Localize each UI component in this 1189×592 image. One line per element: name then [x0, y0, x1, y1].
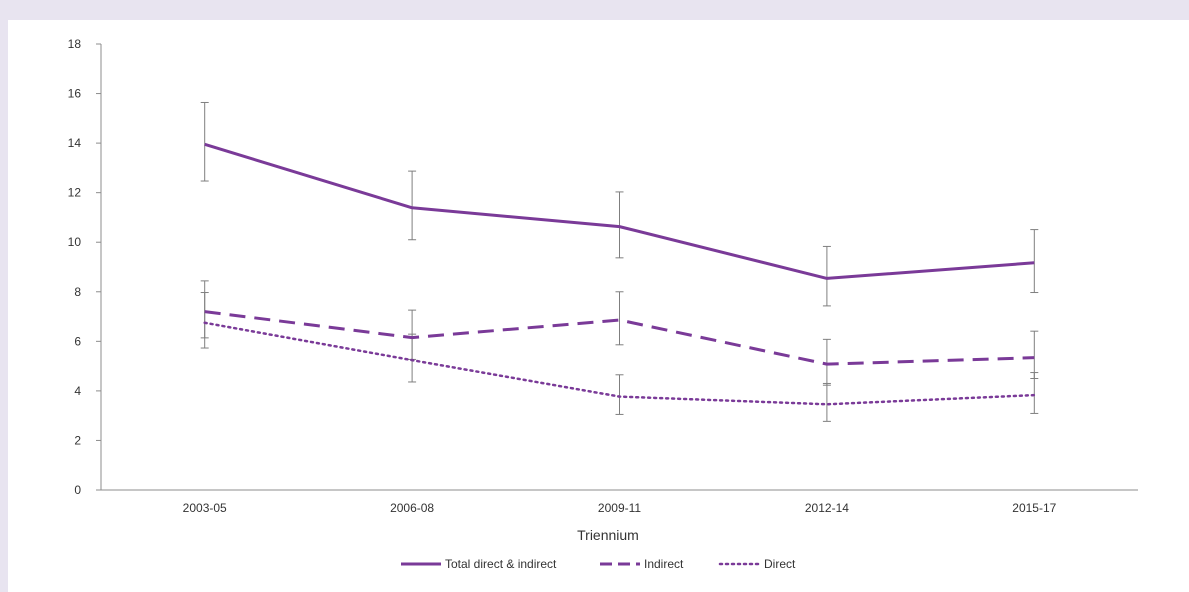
y-tick-label: 8	[74, 285, 81, 299]
error-bar	[615, 374, 624, 415]
x-tick-label: 2012-14	[805, 501, 849, 515]
error-bar	[822, 245, 831, 307]
x-tick-label: 2006-08	[390, 501, 434, 515]
error-bars	[200, 101, 1039, 422]
y-axis: 0 2 4 6 8 10 12 14 16 18	[68, 37, 102, 497]
series-lines	[203, 142, 1036, 406]
y-tick-label: 0	[74, 483, 81, 497]
y-tick-label: 18	[68, 37, 82, 51]
error-bar	[1030, 372, 1039, 414]
error-bar	[1030, 330, 1039, 379]
x-tick-label: 2009-11	[598, 501, 641, 515]
x-tick-label: 2015-17	[1012, 501, 1056, 515]
legend: Total direct & indirect Indirect Direct	[401, 557, 796, 571]
series-line-dashed	[204, 310, 1035, 366]
y-tick-label: 4	[74, 384, 81, 398]
y-tick-label: 6	[74, 334, 81, 348]
y-tick-label: 2	[74, 433, 81, 447]
error-bar	[1030, 229, 1039, 294]
error-bar	[408, 170, 417, 241]
error-bar	[822, 382, 831, 422]
error-bar	[200, 292, 209, 349]
y-tick-label: 10	[68, 235, 82, 249]
x-axis-title: Triennium	[577, 527, 639, 543]
y-tick-label: 12	[68, 186, 82, 200]
legend-item: Indirect	[600, 557, 684, 571]
line-chart: 0 2 4 6 8 10 12 14 16 18 2003-05 2006-08 2009-11 201…	[68, 37, 1138, 571]
legend-label: Indirect	[644, 557, 684, 571]
error-bar	[615, 191, 624, 259]
legend-item: Total direct & indirect	[401, 557, 557, 571]
y-tick-label: 16	[68, 87, 82, 101]
x-tick-label: 2003-05	[183, 501, 227, 515]
error-bar	[408, 333, 417, 383]
error-bar	[615, 291, 624, 346]
error-bar	[200, 101, 209, 182]
legend-label: Total direct & indirect	[445, 557, 557, 571]
legend-label: Direct	[764, 557, 796, 571]
series-line-solid	[204, 142, 1035, 280]
y-tick-label: 14	[68, 136, 82, 150]
legend-item: Direct	[718, 557, 796, 571]
series-line-dotted	[203, 321, 1036, 406]
x-axis: 2003-05 2006-08 2009-11 2012-14 2015-17	[101, 489, 1138, 515]
chart-panel: 0 2 4 6 8 10 12 14 16 18 2003-05 2006-08 2009-11 201…	[8, 20, 1189, 592]
